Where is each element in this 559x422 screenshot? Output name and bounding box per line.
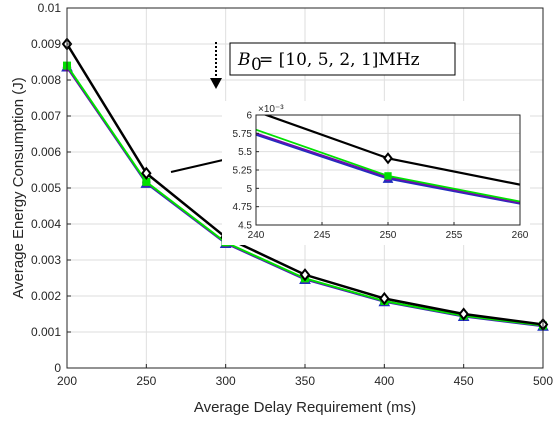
- inset-x-tick-label: 260: [512, 230, 529, 241]
- y-tick-label: 0.006: [31, 145, 61, 159]
- x-tick-label: 300: [216, 374, 236, 388]
- inset-zoom-plot: 240 245 250 255 260 4.5 4.75 5 5.25 5.5 5.75 6 ×10…: [222, 101, 530, 245]
- x-tick-label: 250: [136, 374, 156, 388]
- y-tick-label: 0.01: [38, 1, 62, 15]
- annotation-subscript: 0: [251, 55, 262, 75]
- inset-y-tick-label: 5.25: [233, 166, 253, 177]
- inset-y-tick-label: 4.75: [233, 202, 253, 213]
- annotation-box: [229, 42, 456, 76]
- y-tick-label: 0.008: [31, 73, 61, 87]
- y-tick-label: 0.001: [31, 325, 61, 339]
- x-axis-label: Average Delay Requirement (ms): [194, 399, 416, 416]
- x-tick-label: 200: [57, 374, 77, 388]
- diamond-marker: [299, 268, 311, 282]
- inset-series-clip: [256, 115, 520, 205]
- y-tick-label: 0.009: [31, 37, 61, 51]
- y-axis-label: Average Energy Consumption (J): [10, 77, 27, 299]
- inset-x-tick-label: 255: [446, 230, 463, 241]
- x-tick-label: 350: [295, 374, 315, 388]
- inset-x-tick-label: 240: [248, 230, 265, 241]
- y-tick-label: 0.007: [31, 109, 61, 123]
- annotation-symbol: B: [237, 50, 251, 70]
- square-marker: [384, 172, 392, 180]
- inset-exponent-label: ×10⁻³: [258, 104, 284, 115]
- inset-y-tick-label: 5.75: [233, 129, 253, 140]
- y-tick-label: 0.005: [31, 181, 61, 195]
- inset-x-ticks: 240 245 250 255 260: [248, 222, 529, 241]
- diamond-marker: [383, 152, 393, 165]
- x-tick-label: 400: [374, 374, 394, 388]
- inset-series-layer: [256, 115, 520, 205]
- diamond-marker: [458, 307, 469, 321]
- inset-x-tick-label: 245: [314, 230, 331, 241]
- y-tick-label: 0.002: [31, 289, 61, 303]
- inset-x-tick-label: 250: [380, 230, 397, 241]
- inset-y-tick-label: 6: [246, 111, 252, 122]
- y-tick-label: 0: [54, 361, 61, 375]
- x-tick-label: 450: [454, 374, 474, 388]
- inset-y-tick-label: 5: [246, 184, 252, 195]
- x-axis-ticks: 200 250 300 350 400 450 500: [57, 364, 553, 388]
- annotation-value: = [10, 5, 2, 1]MHz: [259, 50, 420, 70]
- inset-y-tick-label: 4.5: [238, 221, 252, 232]
- x-tick-label: 500: [533, 374, 553, 388]
- y-tick-label: 0.004: [31, 217, 61, 231]
- dotted-arrow-head-icon: [210, 78, 222, 89]
- diamond-marker: [379, 291, 390, 306]
- inset-y-tick-label: 5.5: [238, 147, 252, 158]
- diamond-marker: [141, 166, 152, 180]
- y-tick-label: 0.003: [31, 253, 61, 267]
- inset-y-ticks: 4.5 4.75 5 5.25 5.5 5.75 6: [233, 111, 259, 232]
- y-axis-ticks: 0 0.001 0.002 0.003 0.004 0.005 0.006 0.007 0.00…: [31, 1, 71, 375]
